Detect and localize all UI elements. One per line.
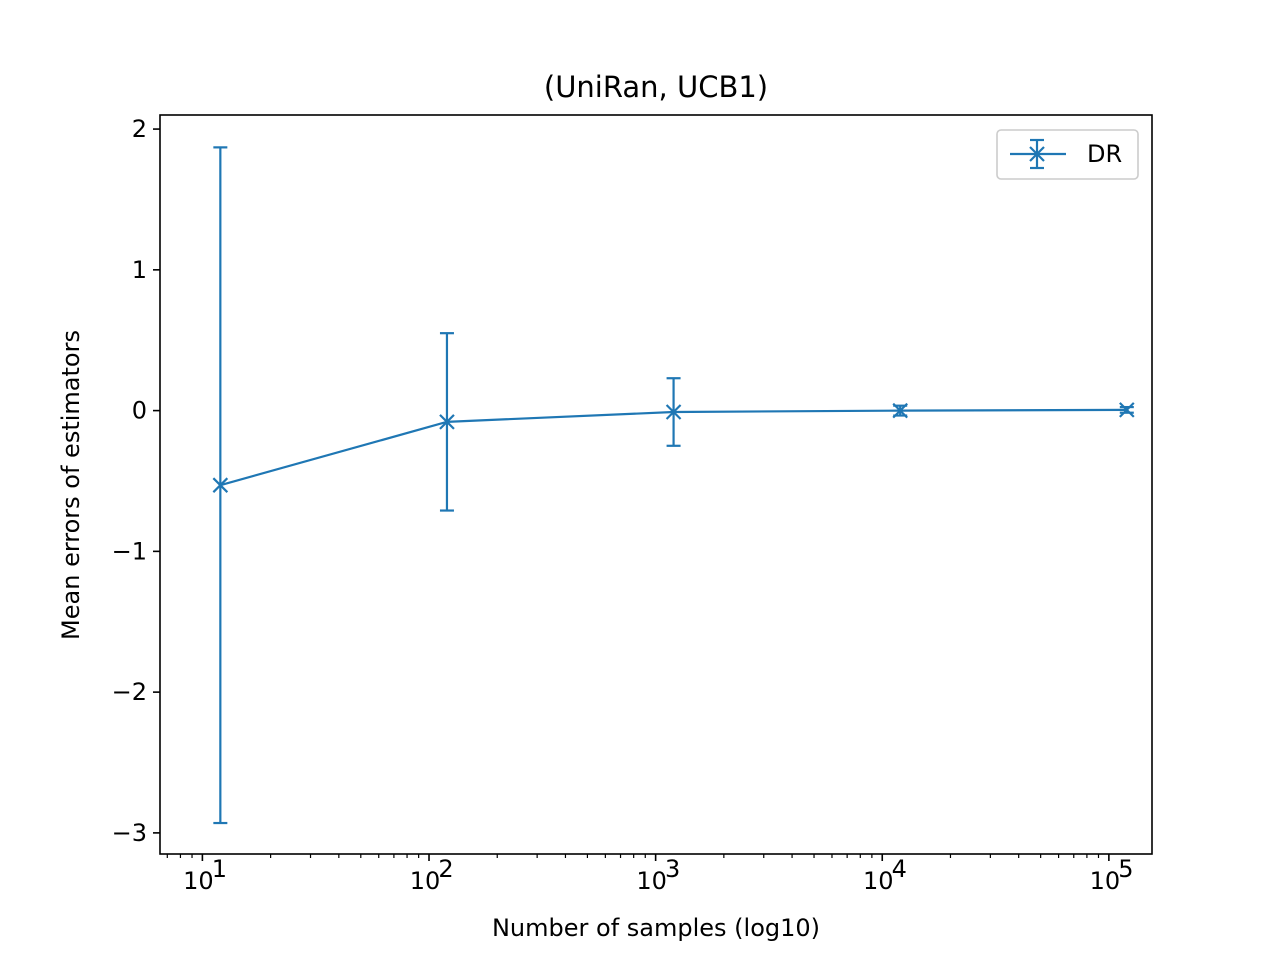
x-tick-label: 10 <box>636 867 667 895</box>
legend: DR <box>996 129 1139 180</box>
y-tick-label: 1 <box>132 256 147 284</box>
data-point-marker <box>665 404 682 420</box>
y-tick-label: −1 <box>112 537 147 565</box>
y-tick-label: 0 <box>132 397 147 425</box>
legend-entry-dr: DR <box>1010 138 1122 170</box>
y-axis-label: Mean errors of estimators <box>57 330 85 640</box>
data-point-marker <box>439 414 455 430</box>
marker-x-stroke <box>212 477 229 493</box>
chart-title: (UniRan, UCB1) <box>544 70 768 104</box>
x-tick-label: 10 <box>183 867 214 895</box>
marker-x-stroke <box>439 414 455 430</box>
y-tick-label: 2 <box>132 115 147 143</box>
plot-area <box>212 146 1135 825</box>
legend-label: DR <box>1087 140 1122 168</box>
x-tick-label-exponent: 1 <box>212 855 227 883</box>
x-tick-label-exponent: 4 <box>892 855 907 883</box>
x-tick-label: 10 <box>410 867 441 895</box>
marker-x-stroke <box>892 402 908 419</box>
legend-marker-stroke <box>1029 146 1045 162</box>
legend-box <box>996 129 1139 180</box>
x-tick-label-exponent: 5 <box>1118 855 1133 883</box>
x-tick-label: 10 <box>863 867 894 895</box>
x-tick-label: 10 <box>1090 867 1121 895</box>
marker-x-stroke <box>1119 402 1135 418</box>
y-tick-label: −3 <box>112 819 147 847</box>
data-point-marker <box>1119 402 1135 418</box>
x-axis-label: Number of samples (log10) <box>492 914 820 942</box>
x-tick-label-exponent: 2 <box>438 855 453 883</box>
y-tick-label: −2 <box>112 678 147 706</box>
x-tick-label-exponent: 3 <box>665 855 680 883</box>
data-point-marker <box>212 477 229 493</box>
data-point-marker <box>892 402 908 419</box>
marker-x-stroke <box>665 404 682 420</box>
